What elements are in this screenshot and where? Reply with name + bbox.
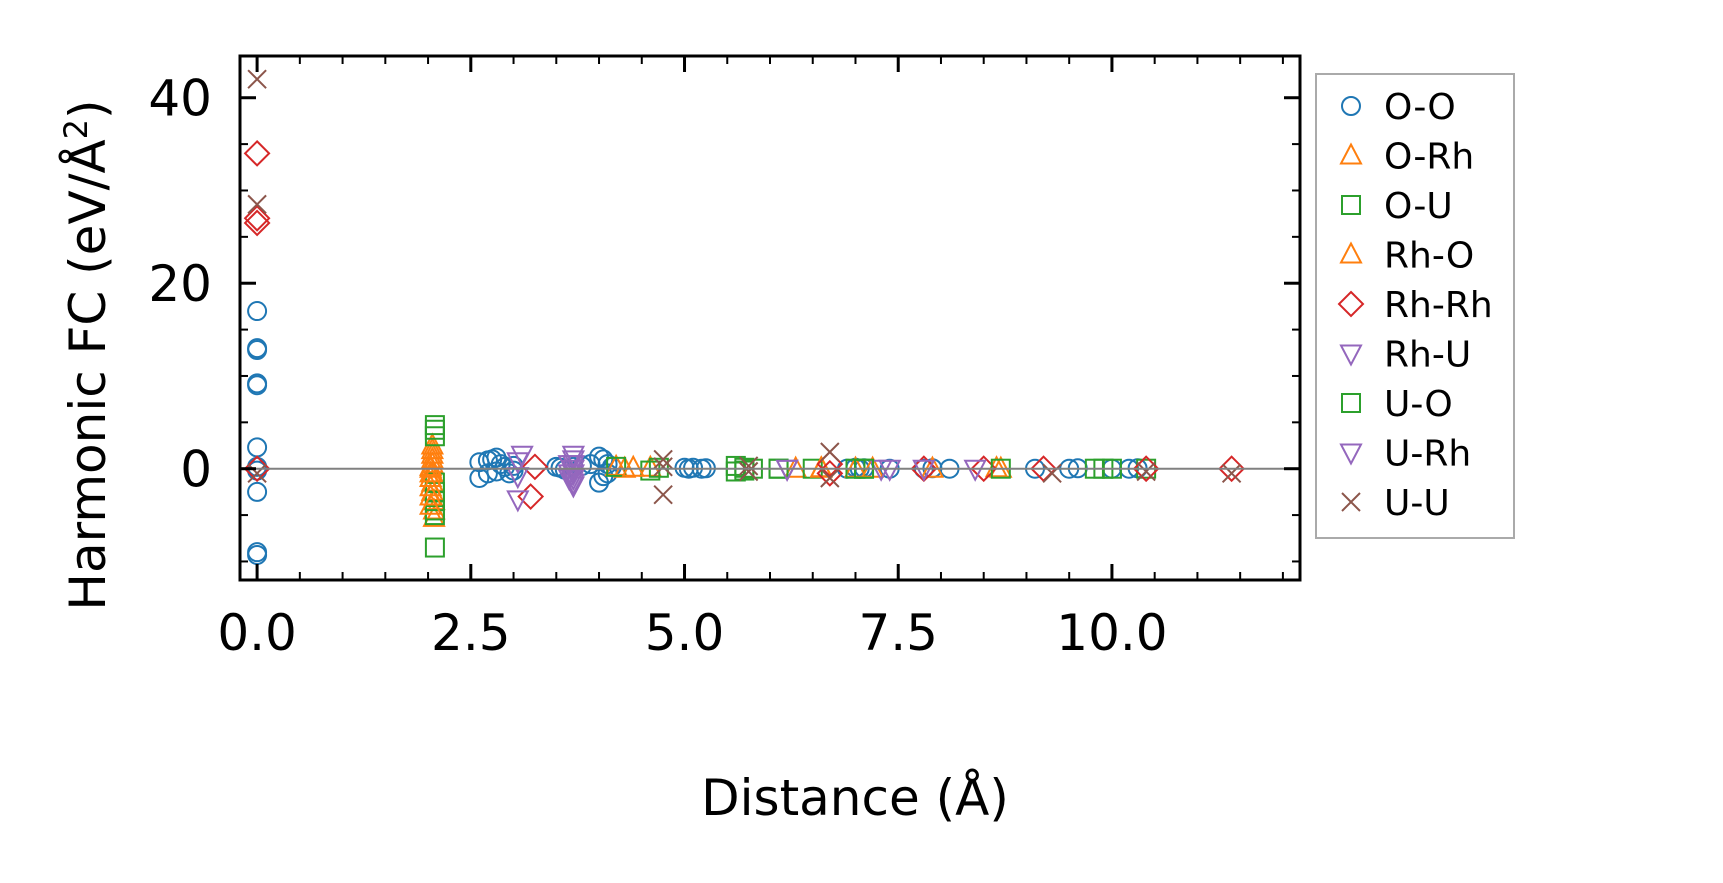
point-rh-u bbox=[506, 490, 530, 513]
legend-label-rh-o: Rh-O bbox=[1384, 236, 1474, 277]
point-rh-o bbox=[418, 460, 443, 483]
point-rh-rh bbox=[517, 483, 545, 510]
point-rh-u bbox=[912, 459, 936, 482]
point-o-o bbox=[247, 481, 268, 502]
point-u-rh bbox=[557, 464, 581, 487]
legend-label-rh-u: Rh-U bbox=[1384, 335, 1471, 376]
legend-marker-u-u bbox=[1341, 492, 1361, 512]
point-rh-o bbox=[621, 454, 645, 477]
x-axis-label: Distance (Å) bbox=[701, 769, 1009, 827]
point-u-u bbox=[247, 194, 267, 215]
point-o-o bbox=[247, 375, 268, 396]
point-o-rh bbox=[920, 455, 945, 478]
point-rh-rh bbox=[243, 204, 271, 232]
legend-label-o-o: O-O bbox=[1384, 87, 1456, 128]
legend-marker-rh-o bbox=[1339, 241, 1363, 264]
y-axis-label-end: ) bbox=[59, 99, 117, 119]
point-rh-rh bbox=[243, 139, 271, 167]
point-o-o bbox=[477, 463, 498, 484]
point-u-u bbox=[738, 456, 759, 476]
legend-label-rh-rh: Rh-Rh bbox=[1384, 285, 1493, 326]
x-tick-label: 7.5 bbox=[858, 604, 938, 662]
legend-marker-o-o bbox=[1341, 96, 1361, 116]
legend-marker-u-o bbox=[1341, 393, 1361, 413]
point-u-u bbox=[738, 461, 759, 482]
legend-marker-o-u bbox=[1341, 195, 1361, 215]
legend-label-u-u: U-U bbox=[1384, 483, 1450, 524]
x-tick-label: 0.0 bbox=[217, 604, 297, 662]
y-tick-label: 20 bbox=[148, 255, 212, 313]
legend-label-o-u: O-U bbox=[1384, 186, 1453, 227]
point-rh-o bbox=[418, 483, 443, 506]
point-rh-rh bbox=[521, 453, 549, 481]
point-o-o bbox=[247, 301, 268, 322]
point-u-rh bbox=[775, 459, 799, 482]
point-rh-rh bbox=[243, 209, 271, 237]
y-tick-label: 0 bbox=[180, 441, 212, 499]
plot-axes: 0.0 2.5 5.0 7.5 10.0 0 20 40 bbox=[148, 54, 1302, 662]
point-rh-o bbox=[418, 492, 443, 515]
legend-marker-rh-rh bbox=[1337, 290, 1365, 318]
point-o-u bbox=[424, 537, 445, 558]
y-axis-label: Harmonic FC (eV/Å2) bbox=[57, 99, 117, 610]
point-u-u bbox=[653, 484, 673, 505]
point-u-u bbox=[653, 449, 673, 470]
y-axis-label-main: Harmonic FC (eV/Å bbox=[59, 139, 117, 610]
point-u-u bbox=[1042, 463, 1062, 484]
point-o-u bbox=[424, 426, 445, 447]
point-o-u bbox=[424, 505, 445, 526]
point-u-rh bbox=[557, 468, 581, 492]
point-u-u bbox=[247, 69, 267, 89]
point-u-u bbox=[820, 442, 840, 462]
point-u-u bbox=[1136, 461, 1156, 482]
legend-label-u-rh: U-Rh bbox=[1384, 434, 1471, 475]
point-u-rh bbox=[878, 459, 902, 482]
legend-marker-rh-u bbox=[1339, 344, 1363, 367]
point-o-rh bbox=[422, 504, 446, 527]
x-tick-label: 2.5 bbox=[431, 604, 511, 662]
legend-marker-u-rh bbox=[1339, 443, 1363, 466]
point-u-u bbox=[820, 468, 840, 488]
x-tick-label: 5.0 bbox=[645, 604, 725, 662]
x-tick-label: 10.0 bbox=[1056, 604, 1167, 662]
point-o-o bbox=[247, 339, 268, 360]
y-tick-label: 40 bbox=[148, 70, 212, 128]
point-u-rh bbox=[506, 452, 530, 475]
y-axis-label-superscript: 2 bbox=[57, 119, 95, 139]
legend: O-O O-Rh O-U Rh-O Rh-Rh Rh-U U-O U-Rh U-U bbox=[1315, 73, 1515, 539]
point-u-u bbox=[653, 457, 673, 477]
legend-label-o-rh: O-Rh bbox=[1384, 137, 1474, 178]
point-o-u bbox=[606, 456, 627, 477]
point-o-rh bbox=[783, 455, 808, 478]
legend-label-u-o: U-O bbox=[1384, 384, 1453, 425]
legend-marker-o-rh bbox=[1339, 142, 1363, 165]
point-u-u bbox=[1221, 463, 1242, 484]
point-o-o bbox=[247, 544, 268, 565]
point-rh-u bbox=[963, 459, 987, 482]
